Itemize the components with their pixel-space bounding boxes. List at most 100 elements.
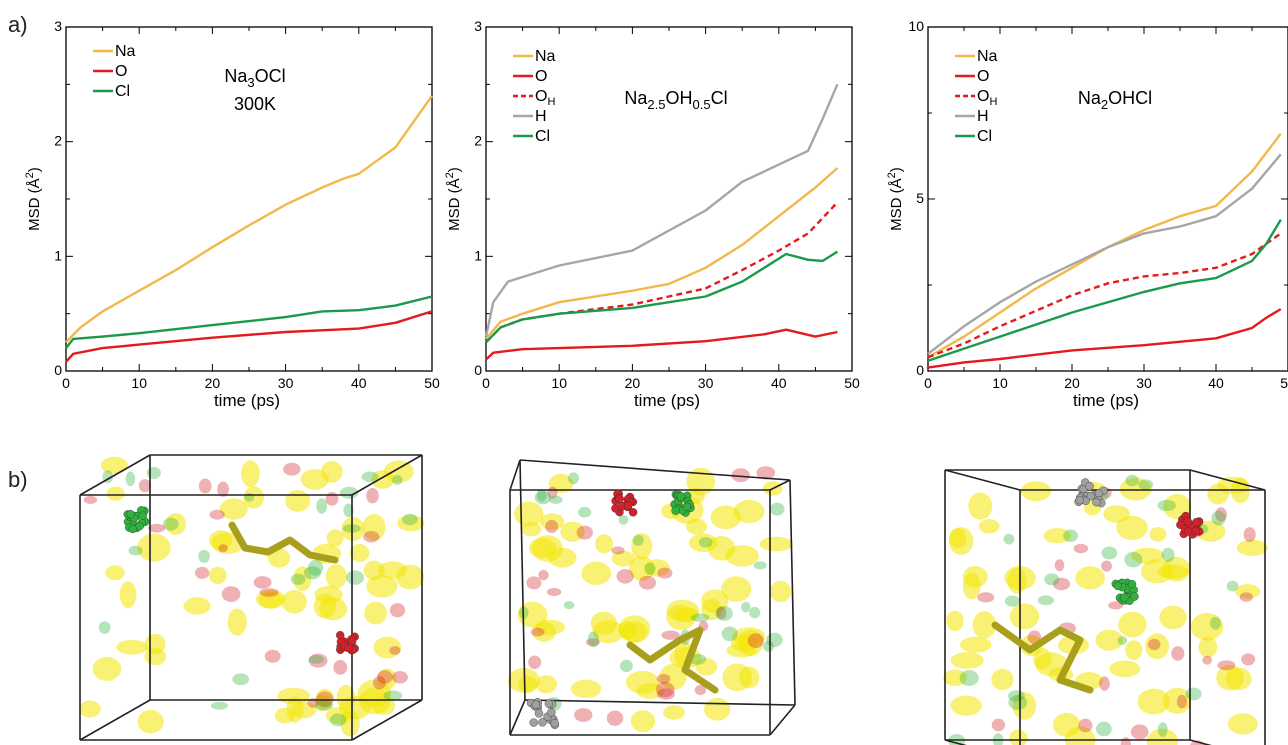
atom-density-na [960, 636, 992, 653]
atom-density-na [1125, 640, 1143, 660]
atom-density-na [1149, 527, 1167, 542]
chart-title: Na2.5OH0.5Cl [624, 88, 727, 112]
o-cluster [1176, 511, 1204, 539]
atom-density-na [293, 566, 312, 592]
atom-density-na [1216, 664, 1244, 691]
y-tick-label: 3 [54, 18, 62, 34]
atom-density-na [630, 710, 656, 733]
h-cluster [526, 698, 559, 729]
atom-density-cl [308, 655, 324, 664]
y-tick-label: 5 [916, 190, 924, 206]
chart-title: Na2OHCl [1078, 88, 1152, 112]
atom-density-na [326, 529, 344, 547]
atom-density-na [733, 500, 765, 524]
atom-density-na [948, 527, 974, 555]
na-trajectory [991, 621, 1094, 694]
atom-density-o [538, 569, 549, 581]
atom-density-na [219, 498, 248, 520]
atom-density-o [325, 492, 339, 506]
y-tick-label: 2 [54, 133, 62, 149]
atom-density-na [1190, 613, 1224, 641]
x-tick-label: 50 [1280, 375, 1288, 391]
atom-density-cl [536, 489, 547, 502]
panel-a-label: a) [8, 12, 28, 37]
atom-density-cl [1044, 573, 1060, 586]
atom-density-cl [578, 506, 592, 518]
atom-density-o [747, 633, 764, 649]
legend-label-oh: OH [535, 88, 555, 108]
atom-density-na [725, 545, 759, 567]
o-cluster [336, 631, 359, 655]
atom-density-o [1243, 527, 1256, 543]
atom-density-na [1159, 605, 1187, 630]
chart-panel-2: 0 10 20 30 40 50 0 1 2 3 time (ps) MSD (Å2) Na O OHH Cl… [444, 18, 860, 410]
atom-density-na [267, 548, 291, 568]
box-edge [79, 699, 151, 741]
atom-density-cl [644, 562, 656, 575]
atom-density-na [1162, 687, 1192, 714]
atom-density-na [349, 543, 370, 563]
atom-density-na [517, 601, 548, 628]
y-tick-label: 1 [474, 247, 482, 263]
atom-density-na [560, 521, 585, 542]
atom-density-na [241, 460, 260, 488]
atom-density-o [1073, 543, 1089, 554]
legend-label-o: O [535, 68, 547, 85]
atom-density-na [1145, 633, 1169, 660]
box-edge [944, 739, 967, 745]
chart-panel-1: 0 10 20 30 40 50 0 1 2 3 time (ps) MSD (Å2) Na O Cl Na3… [24, 18, 440, 410]
x-axis-label: time (ps) [214, 391, 280, 410]
atom-density-na [592, 620, 625, 644]
atom-density-na [1012, 692, 1037, 720]
y-axis-label: MSD (Å2) [886, 167, 905, 231]
atom-density-cl [1185, 687, 1202, 701]
atom-density-cl [1125, 474, 1139, 487]
atom-density-cl [992, 733, 1004, 745]
atom-density-cl [392, 475, 403, 485]
atom-density-o [576, 525, 593, 540]
atom-density-o [585, 638, 600, 647]
atom-density-o [656, 681, 675, 698]
atom-density-na [243, 486, 264, 509]
atom-density-na [663, 705, 686, 720]
atom-density-o [657, 688, 675, 700]
series-line-o [927, 308, 1282, 369]
box-edge [524, 699, 796, 706]
atom-density-cl [1037, 595, 1055, 606]
box-edge [944, 469, 1021, 491]
atom-density-o [389, 603, 406, 618]
atom-density-na [105, 565, 125, 581]
atom-density-cl [210, 701, 229, 710]
atom-density-o [1027, 630, 1042, 644]
atom-density-o [221, 586, 241, 602]
atom-density-cl [1124, 551, 1143, 568]
atom-density-na [704, 697, 731, 721]
atom-density-cl [1209, 617, 1222, 630]
atom-density-na [364, 601, 387, 625]
atom-density-na [209, 530, 233, 551]
atom-density-na [739, 666, 760, 689]
atom-density-na [695, 658, 718, 676]
atom-density-cl [766, 632, 783, 648]
atom-density-cl [563, 601, 575, 610]
atom-density-na [540, 513, 565, 531]
legend-label-oh: OH [977, 88, 997, 108]
x-tick-label: 0 [482, 375, 490, 391]
atom-density-cl [1101, 546, 1118, 560]
x-tick-label: 20 [625, 375, 641, 391]
series-line-na [485, 167, 839, 340]
box-edge [1189, 739, 1212, 745]
series-line-na [65, 95, 433, 344]
atom-density-o [1130, 724, 1149, 740]
x-tick-label: 0 [924, 375, 932, 391]
atom-density-cl [698, 537, 713, 548]
x-tick-label: 40 [1208, 375, 1224, 391]
atom-density-na [1009, 603, 1040, 630]
atom-density-na [1052, 712, 1081, 737]
box-edge [519, 459, 791, 481]
box-edge [351, 699, 423, 741]
atom-density-na [1235, 584, 1261, 599]
atom-density-o [526, 576, 542, 590]
x-tick-label: 10 [551, 375, 567, 391]
